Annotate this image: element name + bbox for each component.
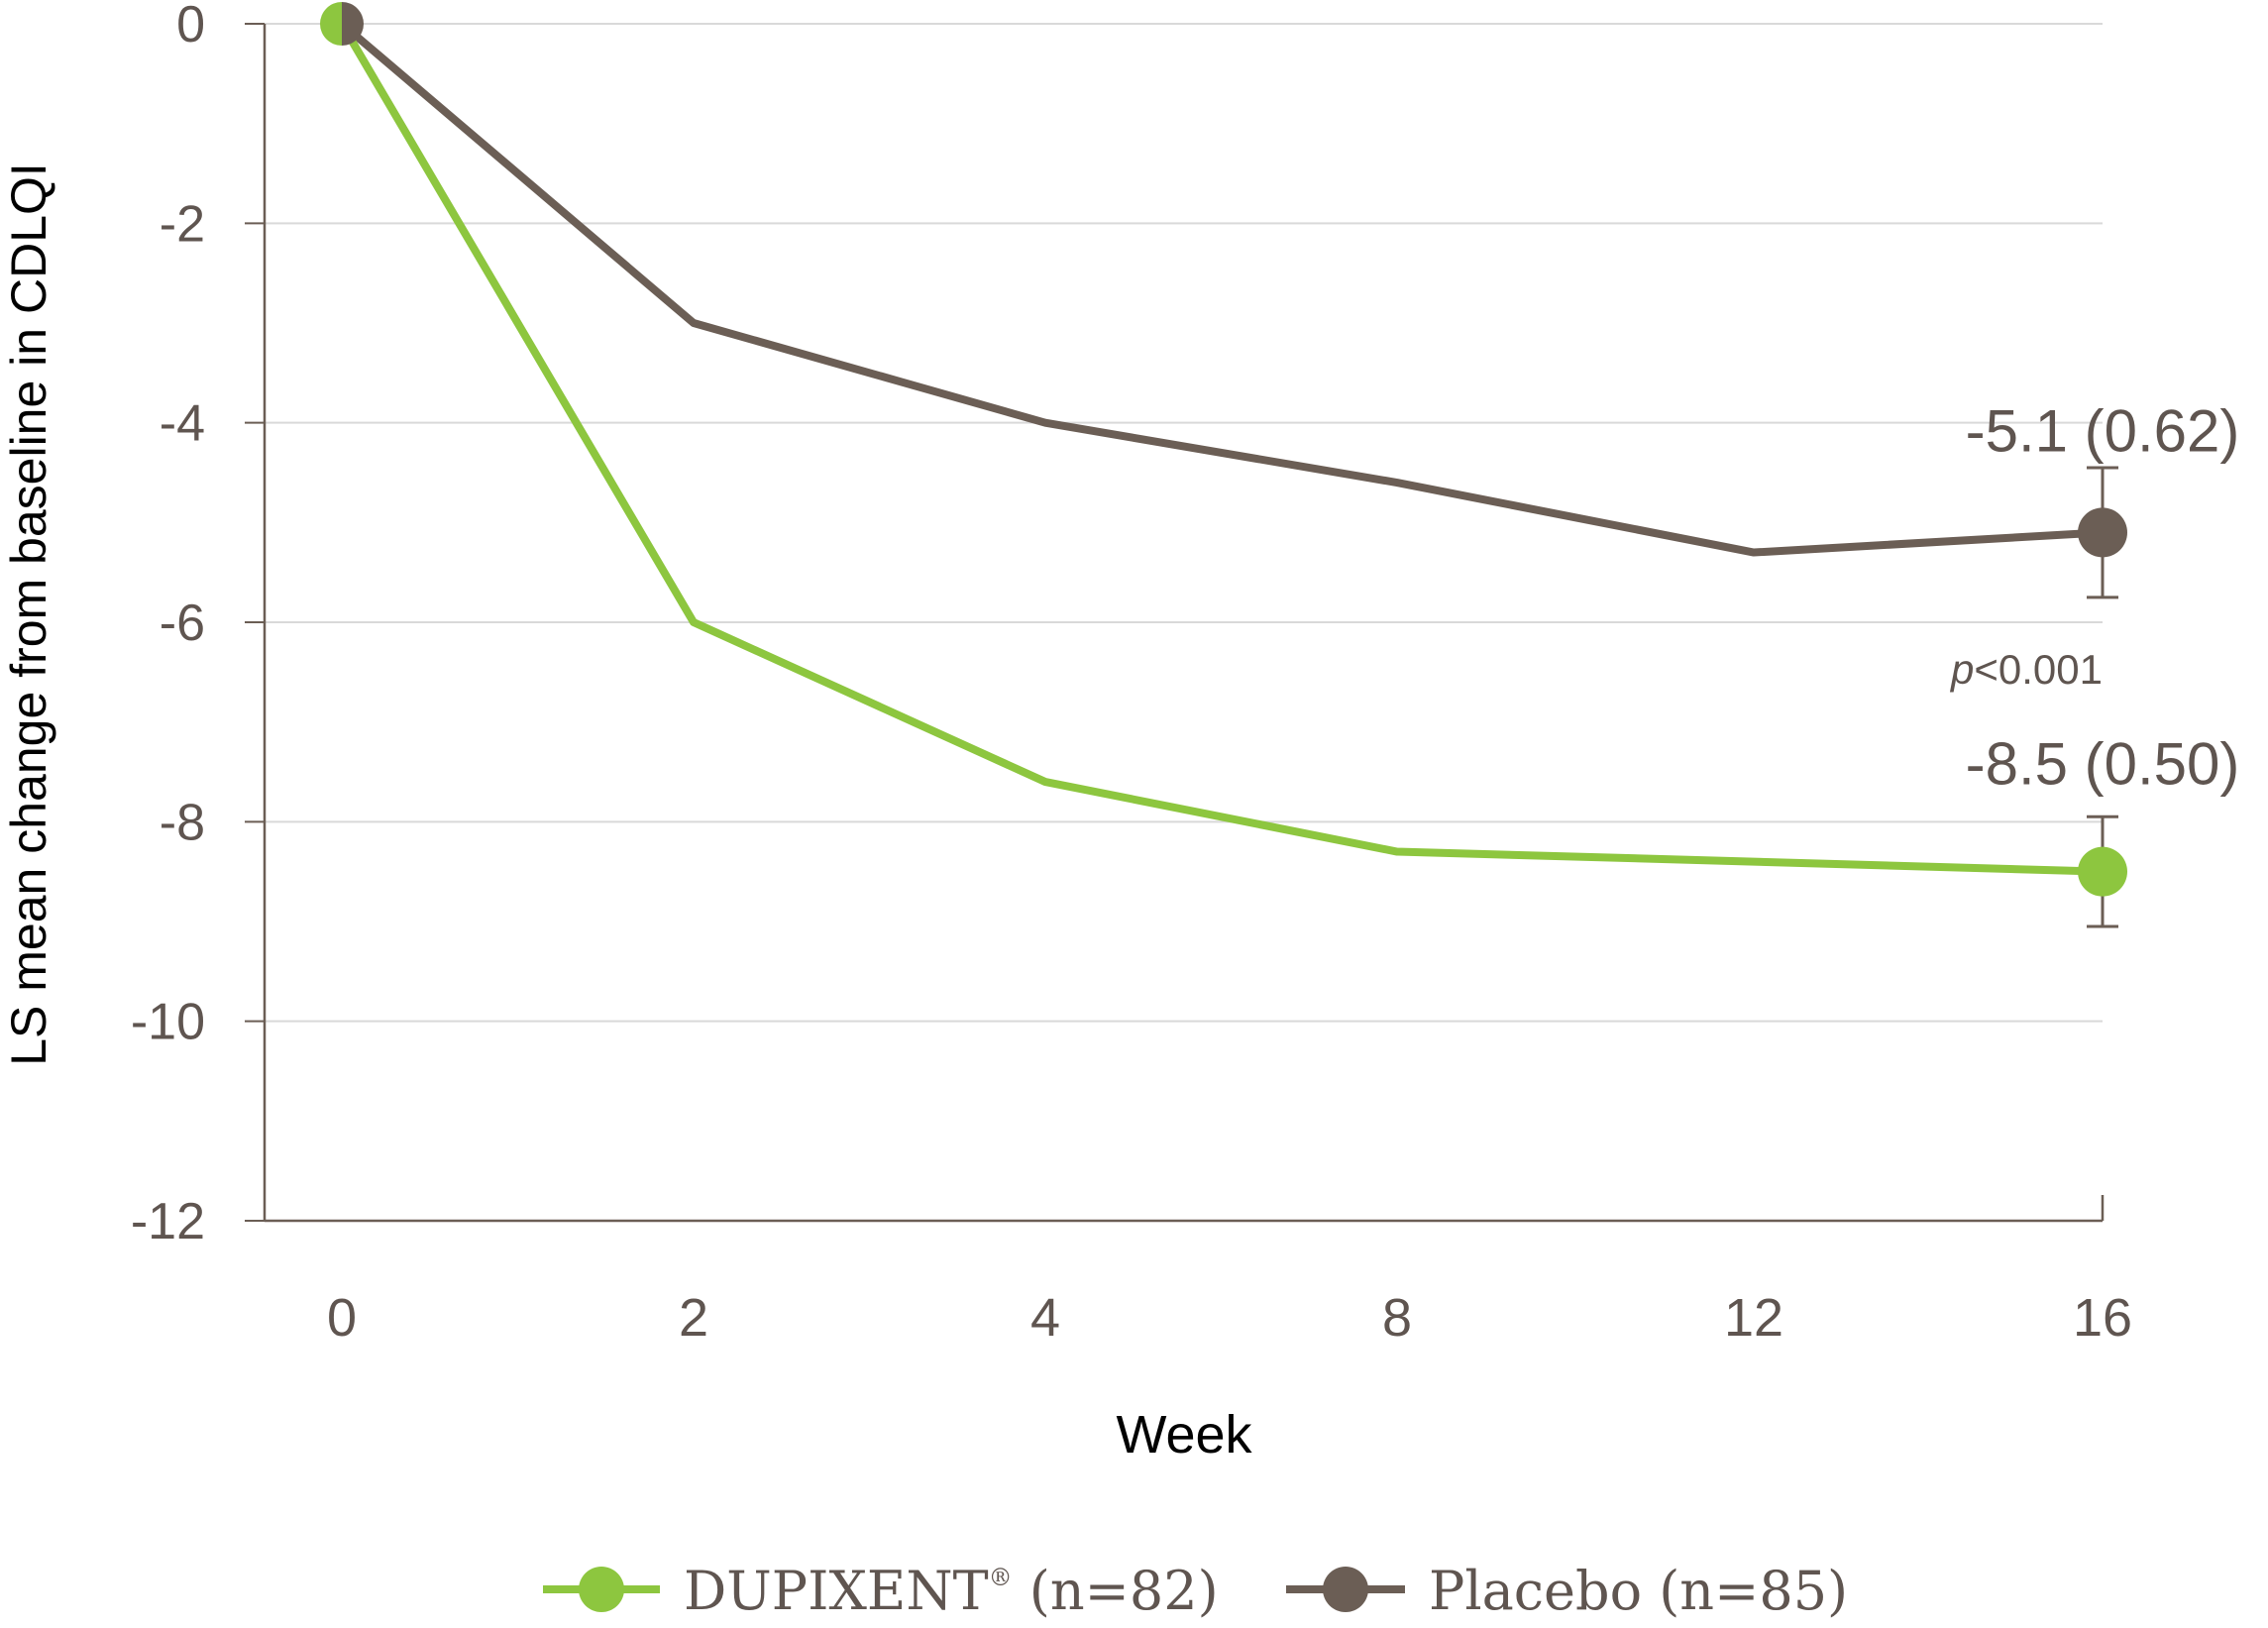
data-point-start-dupixent xyxy=(320,2,342,46)
y-tick-label: -2 xyxy=(160,195,205,253)
y-tick-label: -10 xyxy=(131,994,205,1051)
legend-label-placebo: Placebo (n=85) xyxy=(1429,1560,1848,1622)
y-tick-label: -8 xyxy=(160,794,205,851)
x-tick-label: 0 xyxy=(327,1288,357,1348)
y-tick-label: -6 xyxy=(160,595,205,652)
legend: DUPIXENT® (n=82) Placebo (n=85) xyxy=(543,1560,1848,1622)
x-tick-label: 4 xyxy=(1030,1288,1060,1348)
legend-label-dupixent: DUPIXENT® (n=82) xyxy=(684,1560,1219,1622)
annotations: -5.1 (0.62) -8.5 (0.50) p<0.001 xyxy=(1949,397,2239,797)
data-point-end xyxy=(2078,846,2127,897)
series-line-dupixent xyxy=(338,21,2104,876)
legend-marker-dupixent xyxy=(579,1567,624,1612)
placebo-end-label: -5.1 (0.62) xyxy=(1966,397,2240,464)
grid-lines xyxy=(265,23,2103,1023)
x-axis-label: Week xyxy=(1116,1405,1252,1465)
y-tick-labels: 0 -2 -4 -6 -8 -10 -12 xyxy=(131,0,205,1250)
axes xyxy=(245,23,2105,1223)
y-tick-label: -4 xyxy=(160,395,205,453)
y-axis-label: LS mean change from baseline in CDLQI xyxy=(1,163,56,1066)
legend-marker-placebo xyxy=(1323,1567,1368,1612)
x-tick-label: 2 xyxy=(679,1288,708,1348)
x-tick-labels: 0 2 4 8 12 16 xyxy=(327,1288,2132,1348)
p-value-annotation: p<0.001 xyxy=(1949,646,2103,693)
series-line-placebo xyxy=(339,20,2104,557)
y-tick-label: 0 xyxy=(176,0,205,54)
y-tick-label: -12 xyxy=(131,1193,205,1250)
series xyxy=(320,2,2127,928)
data-point-start-placebo xyxy=(342,2,364,46)
dupixent-end-label: -8.5 (0.50) xyxy=(1966,731,2240,798)
x-tick-label: 16 xyxy=(2073,1288,2132,1348)
x-tick-label: 8 xyxy=(1382,1288,1412,1348)
x-tick-label: 12 xyxy=(1724,1288,1783,1348)
data-point-end xyxy=(2078,507,2127,558)
